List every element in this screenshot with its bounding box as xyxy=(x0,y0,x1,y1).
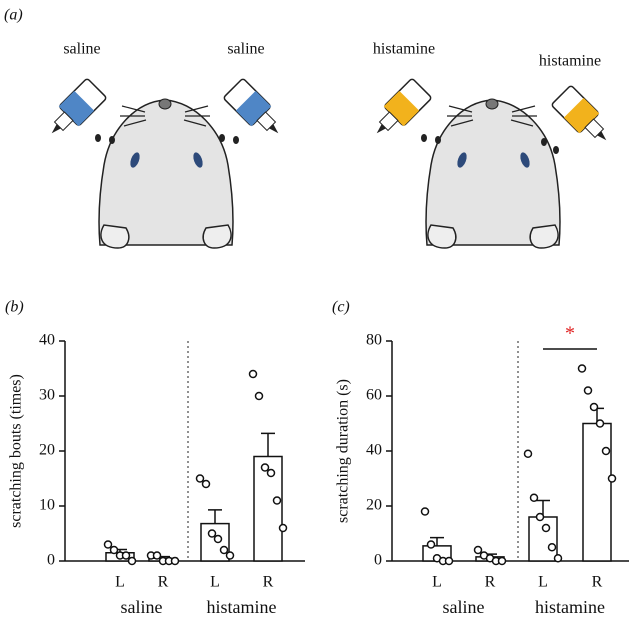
bottle xyxy=(223,78,279,134)
data-point xyxy=(541,523,551,533)
data-point xyxy=(553,554,563,563)
x-tick-label: L xyxy=(210,574,220,591)
error-bar xyxy=(430,536,444,546)
data-point xyxy=(170,556,180,566)
y-tick-label: 10 xyxy=(39,497,55,514)
x-tick-label: L xyxy=(115,574,125,591)
data-point xyxy=(103,540,113,549)
data-point xyxy=(278,523,288,533)
drop-label: saline xyxy=(63,41,100,58)
bar xyxy=(200,522,230,562)
drop-label: saline xyxy=(227,41,264,58)
data-point xyxy=(595,419,605,428)
data-point xyxy=(444,556,454,566)
data-point xyxy=(473,545,483,555)
data-point xyxy=(207,529,217,538)
panel-label: (c) xyxy=(332,299,350,316)
data-point xyxy=(547,543,557,552)
significance-star: * xyxy=(565,323,575,345)
data-point xyxy=(535,512,545,522)
y-tick-label: 0 xyxy=(47,552,55,569)
data-point xyxy=(152,551,162,560)
data-point xyxy=(254,391,264,401)
bottle xyxy=(551,85,607,141)
bar xyxy=(582,422,612,562)
data-point xyxy=(121,551,131,560)
x-tick-label: R xyxy=(485,574,496,591)
data-point xyxy=(225,551,235,560)
data-point xyxy=(201,479,211,489)
data-point xyxy=(420,507,430,516)
data-point xyxy=(272,496,282,505)
data-point xyxy=(260,463,270,472)
y-axis-label: scratching duration (s) xyxy=(335,379,352,523)
data-point xyxy=(523,449,533,458)
data-point xyxy=(195,474,205,483)
y-tick-label: 30 xyxy=(39,387,55,404)
data-point xyxy=(583,386,593,395)
data-point xyxy=(266,468,276,478)
y-tick-label: 20 xyxy=(366,497,382,514)
y-tick-label: 20 xyxy=(39,442,55,459)
data-point xyxy=(213,534,223,544)
data-point xyxy=(589,402,599,412)
mouse xyxy=(98,98,234,249)
bar xyxy=(528,516,558,562)
data-point xyxy=(607,474,617,483)
panel-label: (a) xyxy=(4,7,23,24)
data-point xyxy=(219,545,229,555)
drop-label: histamine xyxy=(539,53,601,70)
group-label: histamine xyxy=(207,597,277,617)
x-tick-label: R xyxy=(263,574,274,591)
group-label: histamine xyxy=(535,597,605,617)
drops xyxy=(95,134,559,154)
bottle xyxy=(51,78,107,134)
data-point xyxy=(426,540,436,549)
error-bar xyxy=(261,432,275,457)
data-point xyxy=(601,446,611,456)
data-point xyxy=(248,369,258,379)
y-tick-label: 0 xyxy=(374,552,382,569)
x-tick-label: L xyxy=(538,574,548,591)
error-bar xyxy=(208,509,222,524)
x-tick-label: R xyxy=(592,574,603,591)
data-point xyxy=(109,545,119,555)
y-tick-label: 40 xyxy=(39,332,55,349)
x-tick-label: L xyxy=(432,574,442,591)
data-point xyxy=(577,364,587,373)
data-point xyxy=(127,556,137,566)
group-label: saline xyxy=(443,597,485,617)
y-tick-label: 40 xyxy=(366,442,382,459)
data-point xyxy=(529,493,539,502)
y-tick-label: 80 xyxy=(366,332,382,349)
drop-label: histamine xyxy=(373,41,435,58)
x-tick-label: R xyxy=(158,574,169,591)
y-tick-label: 60 xyxy=(366,387,382,404)
y-axis-label: scratching bouts (times) xyxy=(8,374,25,528)
data-point xyxy=(497,556,507,566)
group-label: saline xyxy=(121,597,163,617)
bottle xyxy=(376,78,432,134)
panel-label: (b) xyxy=(5,299,24,316)
mouse xyxy=(425,98,561,249)
